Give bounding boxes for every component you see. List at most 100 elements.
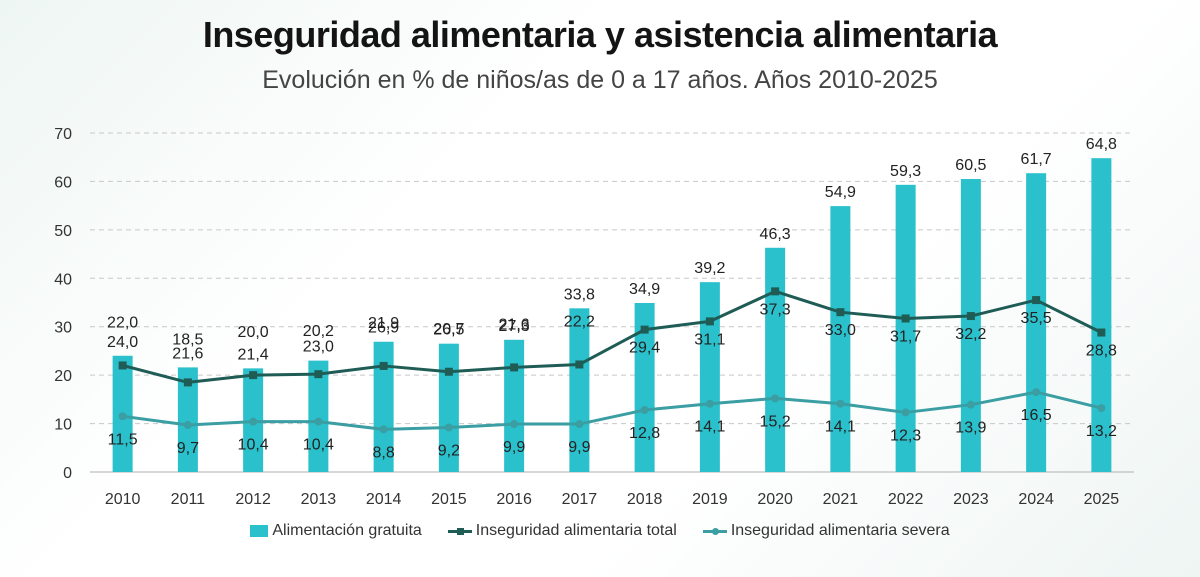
legend-label: Inseguridad alimentaria severa [730, 522, 950, 539]
bar [373, 341, 394, 472]
data-label-bar: 26,9 [368, 320, 399, 337]
marker-total [1097, 328, 1106, 337]
x-tick-label: 2025 [1084, 491, 1120, 508]
data-label-bar: 60,5 [955, 157, 986, 174]
marker-total [901, 314, 910, 323]
marker-severa [1032, 388, 1041, 397]
data-label-bar: 24,0 [107, 334, 138, 351]
legend: Alimentación gratuita Inseguridad alimen… [0, 522, 1200, 540]
y-tick-label: 40 [54, 271, 72, 288]
x-tick-label: 2018 [627, 491, 663, 508]
marker-severa [1097, 404, 1106, 413]
y-tick-label: 30 [54, 320, 72, 337]
data-label-bar: 27,3 [499, 318, 530, 335]
data-label-total: 28,8 [1086, 343, 1117, 360]
bar [699, 282, 720, 472]
data-label-total: 22,0 [107, 314, 138, 331]
x-tick-label: 2019 [692, 491, 728, 508]
marker-total [575, 360, 584, 369]
marker-severa [901, 408, 910, 417]
y-tick-label: 60 [54, 174, 72, 191]
marker-total [444, 367, 453, 376]
chart-title: Inseguridad alimentaria y asistencia ali… [202, 14, 998, 55]
x-tick-label: 2024 [1018, 491, 1054, 508]
data-label-total: 20,0 [238, 324, 269, 341]
chart-subtitle: Evolución en % de niños/as de 0 a 17 año… [262, 66, 938, 94]
line-inseguridad-total [122, 289, 1103, 384]
marker-total [510, 363, 519, 372]
x-tick-label: 2010 [105, 491, 141, 508]
x-tick-label: 2023 [953, 491, 989, 508]
data-label-severa: 11,5 [108, 431, 138, 448]
marker-total [183, 378, 192, 387]
y-tick-label: 20 [54, 368, 72, 385]
data-label-bar: 46,3 [760, 226, 791, 243]
data-label-severa: 13,2 [1086, 423, 1117, 440]
marker-total [705, 317, 714, 326]
data-label-total: 18,5 [172, 331, 203, 348]
data-label-bar: 61,7 [1021, 151, 1052, 168]
data-label-bar: 54,9 [825, 184, 856, 201]
x-tick-label: 2021 [823, 491, 859, 508]
data-label-total: 32,2 [955, 326, 986, 343]
bar [1026, 173, 1047, 472]
data-label-bar: 64,8 [1086, 136, 1117, 153]
data-label-total: 33,0 [825, 322, 856, 339]
data-label-total: 31,1 [694, 331, 725, 348]
marker-total [771, 287, 780, 296]
marker-severa [640, 406, 649, 415]
marker-severa [966, 400, 975, 409]
data-label-severa: 14,1 [694, 419, 725, 436]
bar [765, 247, 786, 472]
data-label-severa: 9,9 [568, 439, 590, 456]
data-label-severa: 10,4 [303, 437, 334, 454]
data-label-total: 21,6 [499, 316, 530, 333]
data-label-total: 31,7 [890, 328, 921, 345]
data-label-severa: 14,1 [825, 419, 856, 436]
data-label-total: 21,9 [368, 315, 399, 332]
bar [177, 367, 198, 472]
marker-severa [705, 399, 714, 408]
data-label-total: 22,2 [564, 313, 595, 330]
data-label-total: 20,7 [433, 321, 464, 338]
data-label-severa: 13,9 [955, 420, 986, 437]
x-tick-label: 2016 [496, 491, 532, 508]
marker-severa [183, 421, 192, 430]
y-tick-label: 70 [54, 126, 72, 143]
data-label-bar: 23,0 [303, 339, 334, 356]
data-label-bar: 33,8 [564, 286, 595, 303]
marker-total [314, 370, 323, 379]
y-tick-label: 10 [54, 417, 72, 434]
data-label-severa: 9,7 [177, 440, 199, 457]
marker-total [640, 325, 649, 334]
data-label-severa: 16,5 [1021, 407, 1052, 424]
marker-severa [771, 394, 780, 403]
marker-total [118, 361, 127, 370]
x-tick-label: 2020 [757, 491, 793, 508]
bar [895, 184, 916, 472]
y-tick-label: 50 [54, 223, 72, 240]
data-label-total: 20,2 [303, 323, 334, 340]
marker-total [379, 361, 388, 370]
marker-severa [575, 420, 584, 429]
marker-severa [379, 425, 388, 434]
data-label-severa: 9,2 [438, 442, 460, 459]
data-label-severa: 12,3 [890, 427, 921, 444]
marker-total [836, 308, 845, 317]
data-label-bar: 21,6 [172, 345, 203, 362]
marker-severa [314, 417, 323, 426]
bar [308, 360, 329, 472]
bar [634, 302, 655, 472]
legend-item-inseguridad-severa: Inseguridad alimentaria severa [702, 522, 950, 540]
data-label-bar: 59,3 [890, 163, 921, 180]
x-tick-label: 2012 [235, 491, 271, 508]
data-label-bar: 26,5 [433, 322, 464, 339]
data-label-bar: 34,9 [629, 281, 660, 298]
bar [960, 179, 981, 472]
legend-label: Alimentación gratuita [272, 522, 422, 539]
data-label-total: 29,4 [629, 340, 660, 357]
x-tick-label: 2011 [171, 491, 206, 508]
data-label-bar: 21,4 [238, 346, 269, 363]
x-tick-label: 2017 [562, 491, 598, 508]
